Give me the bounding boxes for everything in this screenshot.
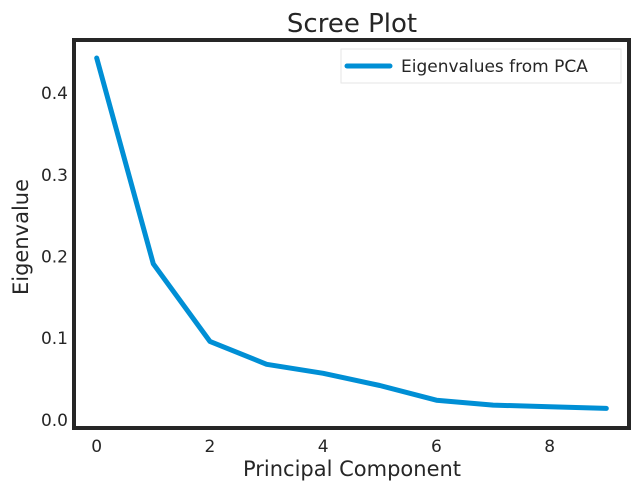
y-tick-label: 0.2 [41, 247, 68, 267]
legend: Eigenvalues from PCA [340, 48, 622, 84]
y-tick-label: 0.1 [41, 329, 68, 349]
y-axis-label: Eigenvalue [9, 179, 33, 295]
x-axis-label: Principal Component [243, 457, 461, 481]
y-tick-label: 0.3 [41, 166, 68, 186]
x-tick-label: 6 [431, 437, 442, 457]
series-layer [94, 55, 609, 411]
plot-frame [72, 38, 631, 430]
x-tick-label: 4 [318, 437, 329, 457]
x-tick-label: 0 [91, 437, 102, 457]
plot-area [72, 38, 631, 430]
x-tick-label: 8 [544, 437, 555, 457]
x-axis-ticks: 0 2 4 6 8 [91, 437, 555, 457]
series-line-eigenvalues [94, 55, 609, 411]
y-tick-label: 0.4 [41, 84, 68, 104]
y-axis-ticks: 0.0 0.1 0.2 0.3 0.4 [41, 84, 68, 431]
legend-entry-eigenvalues: Eigenvalues from PCA [401, 57, 588, 77]
x-tick-label: 2 [205, 437, 216, 457]
chart-title: Scree Plot [287, 9, 417, 39]
y-tick-label: 0.0 [41, 411, 68, 431]
